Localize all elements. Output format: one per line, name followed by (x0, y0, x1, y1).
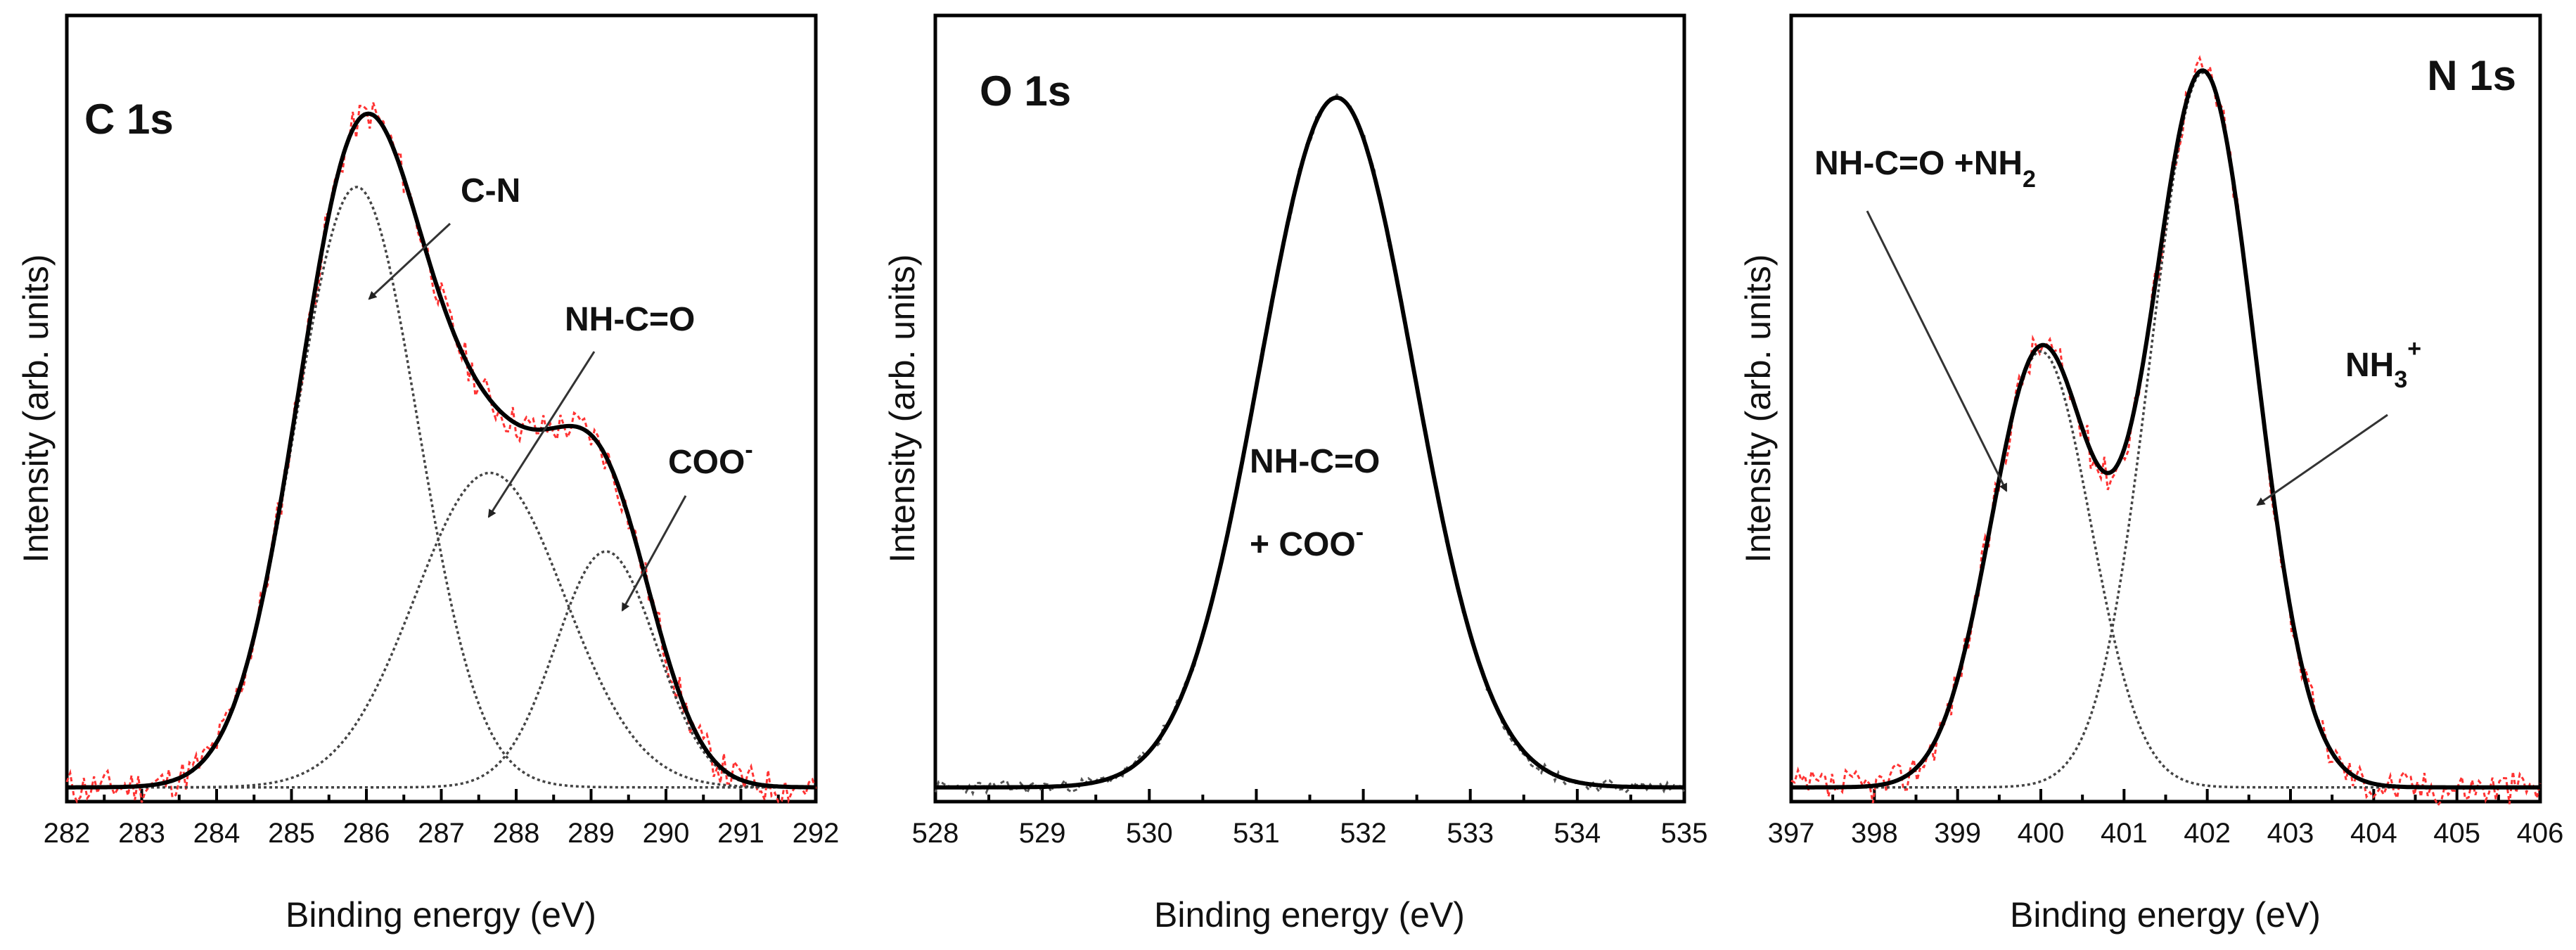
annotation-label-coo: + COO- (1250, 519, 1364, 563)
raw-data-series (65, 102, 817, 804)
x-ticks (65, 789, 817, 802)
annotation-label-c-n: C-N (461, 172, 520, 210)
curves (934, 93, 1686, 797)
annotation-label-nh-c-o: NH-C=O (1250, 443, 1380, 480)
annotation-coo: COO- (621, 437, 753, 612)
component-peak-3 (67, 550, 816, 789)
x-tick-label: 290 (643, 818, 690, 849)
x-tick-label: 406 (2517, 818, 2564, 849)
fit-envelope (1791, 68, 2540, 790)
x-tick-label: 534 (1553, 818, 1601, 849)
x-tick-labels: 397 398 399 400 401 402 403 404 405 406 (1768, 818, 2564, 849)
panel-n1s: 397 398 399 400 401 402 403 404 405 406 N 1s Bind… (1738, 13, 2564, 935)
fit-envelope (67, 111, 816, 790)
x-tick-label: 405 (2433, 818, 2480, 849)
x-tick-label: 288 (493, 818, 540, 849)
arrow-nh-c-o-nh2 (1866, 210, 2008, 492)
y-axis-title: Intensity (arb. units) (16, 254, 56, 563)
x-tick-label: 404 (2350, 818, 2397, 849)
component-peak-1 (1791, 349, 2540, 789)
arrow-nh-c-o (487, 351, 596, 518)
x-ticks (934, 789, 1686, 802)
x-tick-label: 282 (44, 818, 91, 849)
annotation-label-nh3: NH3+ (2345, 335, 2421, 393)
x-tick-label: 284 (193, 818, 241, 849)
x-tick-labels: 282 283 284 285 286 287 288 289 290 291 292 (44, 818, 840, 849)
x-tick-label: 291 (717, 818, 764, 849)
fit-envelope (935, 95, 1684, 790)
x-tick-label: 531 (1233, 818, 1280, 849)
arrow-c-n (368, 222, 451, 300)
x-tick-label: 400 (2018, 818, 2065, 849)
x-tick-label: 287 (418, 818, 465, 849)
annotation-nh-c-o-nh2: NH-C=O +NH2 (1814, 145, 2036, 492)
x-axis-title: Binding energy (eV) (2010, 895, 2321, 935)
x-tick-label: 401 (2101, 818, 2148, 849)
x-tick-label: 529 (1019, 818, 1066, 849)
x-tick-label: 283 (118, 818, 165, 849)
x-tick-label: 397 (1768, 818, 1815, 849)
x-tick-label: 528 (912, 818, 959, 849)
x-tick-label: 535 (1661, 818, 1708, 849)
panel-title: N 1s (2427, 52, 2516, 99)
annotation-label-nh-c-o-nh2: NH-C=O +NH2 (1814, 145, 2036, 193)
curves (65, 102, 817, 804)
plot-frame (1789, 13, 2542, 804)
x-axis-title: Binding energy (eV) (286, 895, 596, 935)
x-tick-label: 399 (1934, 818, 1981, 849)
annotation-nh-c-o: NH-C=O (487, 301, 695, 518)
x-tick-label: 530 (1126, 818, 1173, 849)
x-tick-label: 403 (2267, 818, 2314, 849)
x-tick-label: 286 (343, 818, 390, 849)
x-tick-labels: 528 529 530 531 532 533 534 535 (912, 818, 1708, 849)
y-axis-title: Intensity (arb. units) (1738, 254, 1778, 563)
panel-c1s: 282 283 284 285 286 287 288 289 290 291 292 C 1s B… (16, 13, 840, 935)
annotation-label-nh-c-o: NH-C=O (565, 301, 695, 338)
x-tick-label: 398 (1851, 818, 1898, 849)
x-tick-label: 285 (268, 818, 315, 849)
annotation-nh3: NH3+ (2256, 335, 2421, 506)
x-tick-label: 533 (1447, 818, 1494, 849)
panel-title: C 1s (84, 96, 174, 143)
panel-o1s: 528 529 530 531 532 533 534 535 O 1s Binding en… (883, 13, 1708, 935)
annotation-c-n: C-N (368, 172, 520, 300)
x-tick-label: 292 (793, 818, 840, 849)
component-peak-1 (67, 186, 816, 789)
x-tick-label: 532 (1340, 818, 1387, 849)
annotation-label-coo: COO- (668, 437, 753, 481)
curves (1790, 55, 2542, 807)
panel-title: O 1s (980, 68, 1071, 115)
x-tick-label: 289 (568, 818, 615, 849)
raw-data-series (1790, 55, 2542, 807)
x-tick-label: 402 (2184, 818, 2231, 849)
x-axis-title: Binding energy (eV) (1154, 895, 1465, 935)
component-peak-2 (67, 471, 816, 789)
plot-frame (65, 13, 818, 804)
y-axis-title: Intensity (arb. units) (883, 254, 922, 563)
arrow-coo (621, 495, 687, 612)
arrow-nh3 (2256, 413, 2388, 506)
